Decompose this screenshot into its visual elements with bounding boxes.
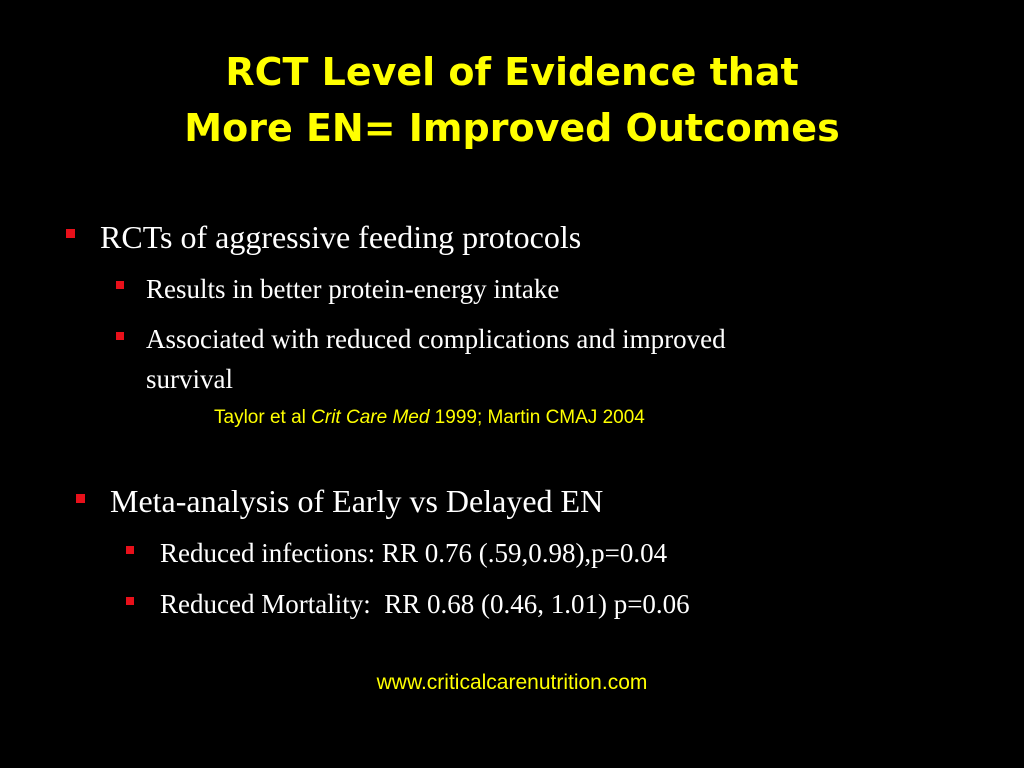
title-line-2: More EN= Improved Outcomes [184,106,840,150]
section1-citation: Taylor et al Crit Care Med 1999; Martin … [214,406,645,430]
section1-point-2: Associated with reduced complications an… [146,324,726,354]
bullet-square-icon [116,332,124,340]
section2-point-1: Reduced infections: RR 0.76 (.59,0.98),p… [160,538,668,568]
bullet-square-icon [76,494,85,503]
section2-heading: Meta-analysis of Early vs Delayed EN [110,483,604,519]
slide-title: RCT Level of Evidence that More EN= Impr… [0,44,1024,156]
bullet-square-icon [116,281,124,289]
section2-point-2: Reduced Mortality: RR 0.68 (0.46, 1.01) … [160,589,690,619]
citation-suffix: 1999; Martin CMAJ 2004 [429,407,645,428]
citation-journal: Crit Care Med [311,407,430,428]
bullet-square-icon [126,546,134,554]
bullet-square-icon [66,229,75,238]
footer-url: www.criticalcarenutrition.com [376,671,648,694]
section1-heading: RCTs of aggressive feeding protocols [100,219,582,255]
title-line-1: RCT Level of Evidence that [225,50,799,94]
section1-point-2-continued: survival [146,364,233,394]
citation-prefix: Taylor et al [214,407,312,428]
section1-point-1: Results in better protein-energy intake [146,274,560,304]
bullet-square-icon [126,597,134,605]
